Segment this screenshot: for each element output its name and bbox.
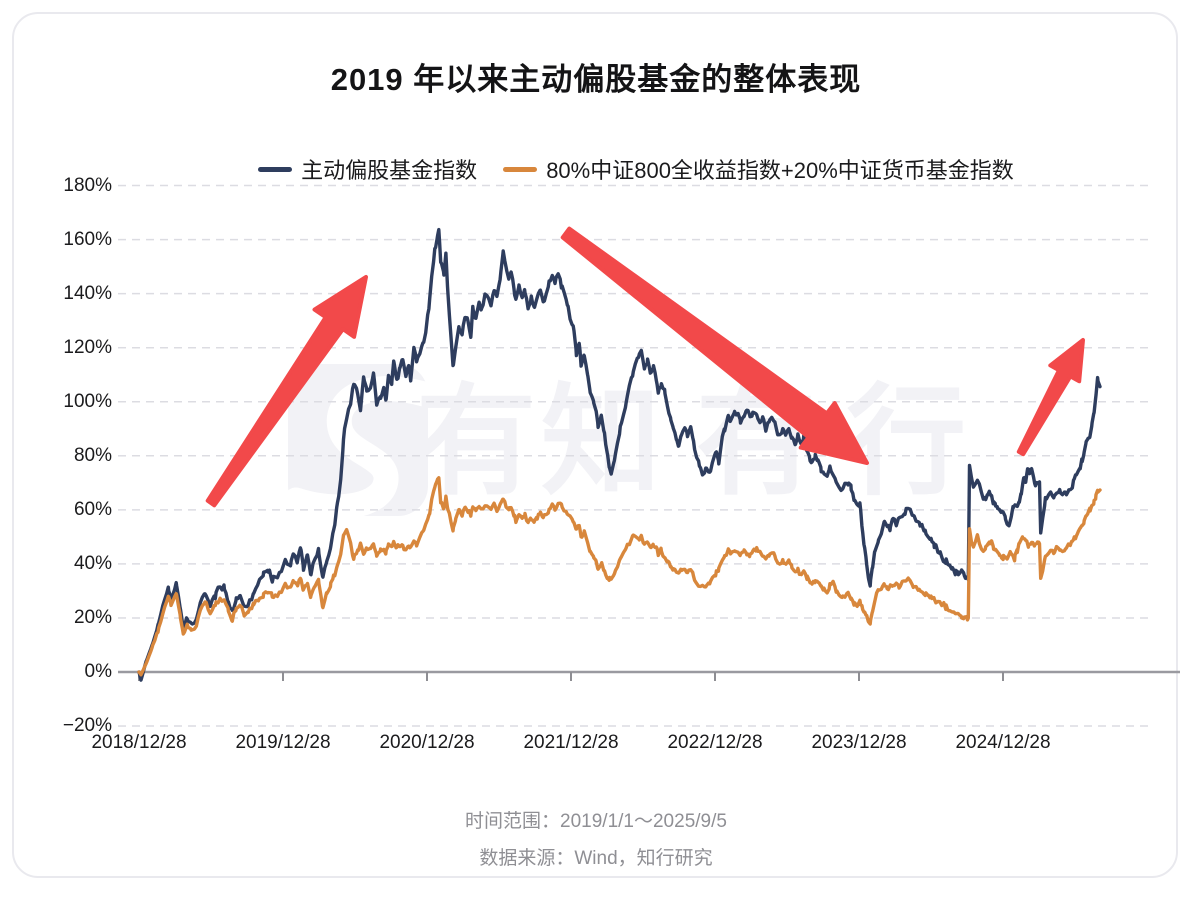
trend-arrow-up-1 <box>205 275 368 508</box>
y-axis-label: −20% <box>62 715 112 737</box>
y-axis-label: 60% <box>73 498 112 520</box>
legend-item-1: 80%中证800全收益指数+20%中证货币基金指数 <box>503 153 1014 185</box>
y-axis-label: 140% <box>63 282 112 304</box>
y-axis-label: 180% <box>63 174 112 196</box>
y-axis-label: 80% <box>73 444 112 466</box>
x-axis-label: 2023/12/28 <box>811 732 907 753</box>
x-axis-label: 2018/12/28 <box>91 732 187 753</box>
y-axis-label: 100% <box>63 390 112 412</box>
x-axis-label: 2022/12/28 <box>667 732 763 753</box>
series-benchmark-line <box>137 476 1102 677</box>
card-border <box>12 12 1178 878</box>
legend-item-0: 主动偏股基金指数 <box>258 153 477 185</box>
y-axis-label: 0% <box>84 661 112 682</box>
series-fund-index-line <box>137 227 1102 682</box>
y-axis-label: 160% <box>63 228 112 250</box>
x-axis-label: 2019/12/28 <box>235 732 331 753</box>
legend-label: 80%中证800全收益指数+20%中证货币基金指数 <box>546 158 1014 183</box>
footer-time-range: 时间范围：2019/1/1～2025/9/5 <box>465 811 727 832</box>
trend-arrow-up-3 <box>1016 338 1085 457</box>
y-axis-label: 40% <box>73 552 112 574</box>
x-axis-label: 2020/12/28 <box>379 732 475 753</box>
y-axis-label: 20% <box>73 606 112 628</box>
trend-arrow-down-2 <box>560 226 869 465</box>
chart-title: 2019 年以来主动偏股基金的整体表现 <box>330 62 862 97</box>
x-axis-label: 2021/12/28 <box>523 732 619 753</box>
footer-data-source: 数据来源：Wind，知行研究 <box>479 848 713 869</box>
legend-label: 主动偏股基金指数 <box>301 158 478 183</box>
y-axis-label: 120% <box>63 336 112 358</box>
x-axis-label: 2024/12/28 <box>955 732 1051 753</box>
legend: 主动偏股基金指数 80%中证800全收益指数+20%中证货币基金指数 <box>40 153 1192 185</box>
legend-swatch <box>503 166 538 172</box>
legend-swatch <box>258 166 293 172</box>
